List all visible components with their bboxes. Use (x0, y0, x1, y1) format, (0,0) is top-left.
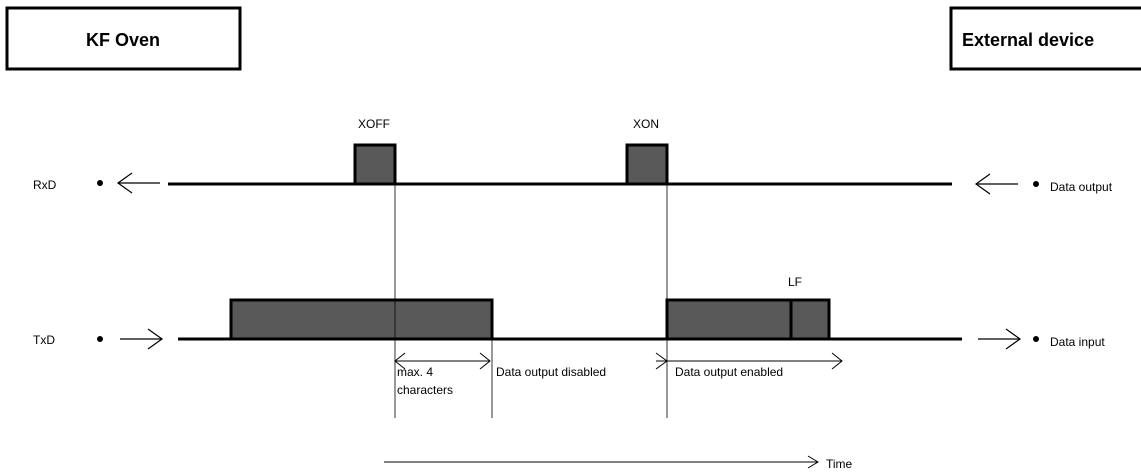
xon-pulse (625, 143, 669, 186)
data-input-terminal-dot (1033, 336, 1039, 342)
rxd-label: RxD (33, 178, 57, 192)
txd-signal-row: TxD Data input (33, 298, 1105, 350)
data-output-label: Data output (1050, 180, 1113, 194)
time-axis-label: Time (826, 457, 853, 471)
external-device-title: External device (962, 30, 1094, 50)
rxd-right-arrow-icon (974, 173, 1018, 195)
xoff-label: XOFF (358, 117, 390, 131)
txd-output-arrow-icon (978, 328, 1022, 350)
rxd-terminal-dot (97, 180, 103, 186)
max-chars-label-line2: characters (397, 383, 453, 397)
lf-label: LF (788, 275, 802, 289)
data-output-enabled-label: Data output enabled (675, 365, 783, 379)
max-chars-interval-arrow (394, 352, 491, 370)
data-input-label: Data input (1050, 335, 1105, 349)
enabled-interval-arrow (655, 352, 843, 370)
data-block-after-xon (665, 298, 793, 341)
data-output-disabled-label: Data output disabled (496, 365, 606, 379)
data-block-before-xoff (229, 298, 494, 341)
time-axis-arrow (384, 455, 819, 469)
max-chars-label-line1: max. 4 (397, 365, 433, 379)
xoff-pulse (353, 143, 397, 186)
kf-oven-box: KF Oven (5, 6, 242, 71)
txd-terminal-dot (97, 336, 103, 342)
txd-right-arrow-icon (120, 328, 164, 350)
external-device-box: External device (949, 6, 1141, 71)
rxd-signal-row: RxD Data output (33, 143, 1113, 195)
lf-character-block (789, 298, 831, 341)
rxd-left-arrow-icon (116, 172, 160, 194)
kf-oven-title: KF Oven (86, 30, 160, 50)
data-output-terminal-dot (1033, 181, 1039, 187)
txd-label: TxD (33, 333, 55, 347)
xon-label: XON (633, 117, 659, 131)
